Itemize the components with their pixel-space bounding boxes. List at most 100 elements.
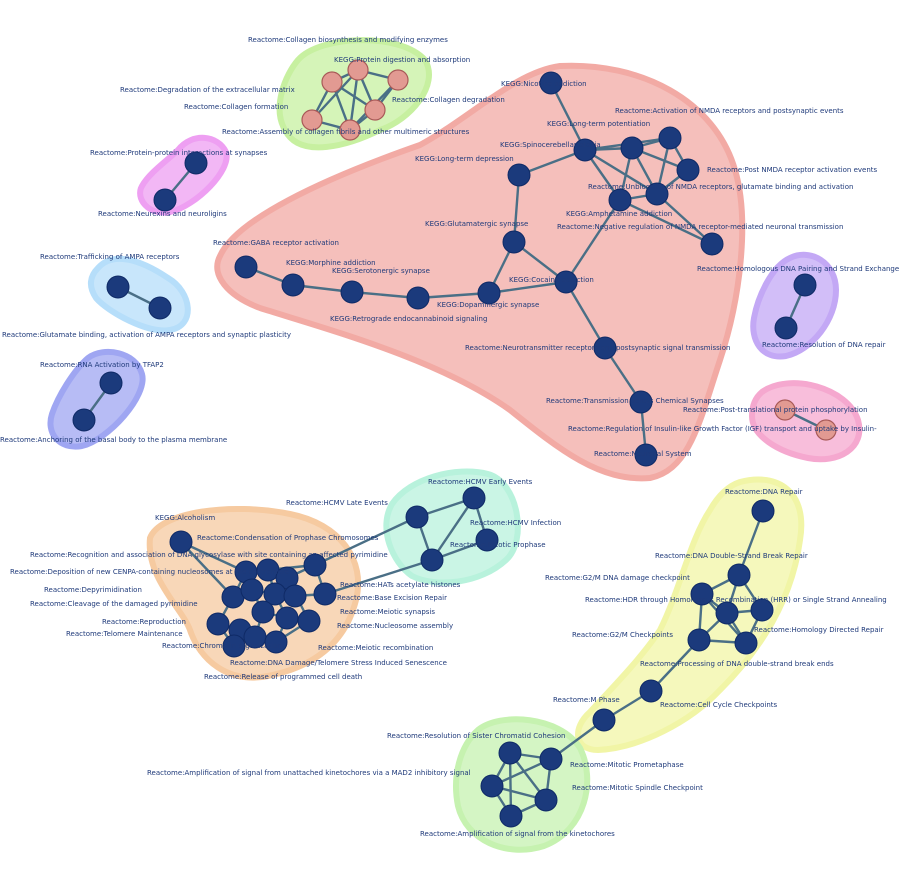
- label-serotonergic: KEGG:Serotonergic synapse: [332, 267, 430, 275]
- node-nl1[interactable]: [184, 151, 208, 175]
- node-s_amp[interactable]: [608, 188, 632, 212]
- node-am1[interactable]: [106, 275, 130, 299]
- node-k8[interactable]: [639, 679, 663, 703]
- label-depyrimidination: Reactome:Depyrimidination: [44, 586, 142, 594]
- node-kn1[interactable]: [498, 741, 522, 765]
- node-k6[interactable]: [734, 631, 758, 655]
- label-protein-interactions-synapses: Reactome:Protein-protein interactions at…: [90, 149, 268, 157]
- label-mitotic-spindle-checkpoint: Reactome:Mitotic Spindle Checkpoint: [572, 784, 703, 792]
- label-hdr-hrr: Reactome:HDR through Homologous Recombin…: [585, 596, 887, 604]
- label-base-excision-repair: Reactome:Base Excision Repair: [337, 594, 447, 602]
- node-nl2[interactable]: [153, 188, 177, 212]
- label-rna-activation-tfap2: Reactome:RNA Activation by TFAP2: [40, 361, 164, 369]
- node-s_unb[interactable]: [645, 182, 669, 206]
- node-kn3[interactable]: [480, 774, 504, 798]
- label-hcmv-early: Reactome:HCMV Early Events: [428, 478, 533, 486]
- node-p10[interactable]: [283, 584, 307, 608]
- node-c6[interactable]: [339, 119, 361, 141]
- node-am2[interactable]: [148, 296, 172, 320]
- node-k2[interactable]: [727, 563, 751, 587]
- node-ig2[interactable]: [815, 419, 837, 441]
- label-meiotic-recombination: Reactome:Meiotic recombination: [318, 644, 433, 652]
- node-s_ltp[interactable]: [573, 138, 597, 162]
- node-hc1[interactable]: [462, 486, 486, 510]
- edge-p1-p7: [179, 540, 235, 599]
- node-k7[interactable]: [687, 628, 711, 652]
- label-recognition-glycosylase: Reactome:Recognition and association of …: [30, 551, 388, 559]
- label-gaba-receptor: Reactome:GABA receptor activation: [213, 239, 339, 247]
- label-trafficking-ampa: Reactome:Trafficking of AMPA receptors: [40, 253, 180, 261]
- node-p11[interactable]: [251, 600, 275, 624]
- node-s_dop[interactable]: [477, 281, 501, 305]
- node-c3[interactable]: [387, 69, 409, 91]
- label-resolution-dna-repair: Reactome:Resolution of DNA repair: [762, 341, 886, 349]
- node-p17[interactable]: [264, 630, 288, 654]
- label-igf-regulation: Reactome:Regulation of Insulin-like Grow…: [568, 425, 877, 433]
- label-transmission-chemical-synapses: Reactome:Transmission across Chemical Sy…: [546, 397, 724, 405]
- edge-s_coc-s_dop: [487, 280, 568, 295]
- node-p13[interactable]: [297, 609, 321, 633]
- label-amphetamine: KEGG:Amphetamine addiction: [566, 210, 672, 218]
- node-hd2[interactable]: [774, 316, 798, 340]
- label-mitotic-prometaphase: Reactome:Mitotic Prometaphase: [570, 761, 684, 769]
- label-ecm-degradation: Reactome:Degradation of the extracellula…: [120, 86, 295, 94]
- node-s_ntr[interactable]: [593, 336, 617, 360]
- node-p14[interactable]: [206, 612, 230, 636]
- node-s_nmda2[interactable]: [658, 126, 682, 150]
- edge-hc4-p3: [323, 558, 434, 596]
- label-reproduction: Reactome:Reproduction: [102, 618, 186, 626]
- label-long-term-depression: KEGG:Long-term depression: [415, 155, 514, 163]
- node-s_gaba[interactable]: [234, 255, 258, 279]
- edge-s_nic-s_ltp: [549, 81, 587, 152]
- node-k4[interactable]: [715, 601, 739, 625]
- node-p8[interactable]: [240, 578, 264, 602]
- node-tf2[interactable]: [72, 408, 96, 432]
- node-p3[interactable]: [313, 582, 337, 606]
- node-s_trans[interactable]: [629, 390, 653, 414]
- node-c4[interactable]: [364, 99, 386, 121]
- node-s_coc[interactable]: [554, 270, 578, 294]
- node-kn5[interactable]: [499, 804, 523, 828]
- node-s_ltd[interactable]: [507, 163, 531, 187]
- node-s_neg[interactable]: [700, 232, 724, 256]
- node-p12[interactable]: [275, 606, 299, 630]
- label-deposition-cenpa: Reactome:Deposition of new CENPA-contain…: [10, 568, 289, 576]
- node-k1[interactable]: [751, 499, 775, 523]
- node-ig1[interactable]: [774, 399, 796, 421]
- label-dna-damage-senescence: Reactome:DNA Damage/Telomere Stress Indu…: [230, 659, 447, 667]
- node-s_glu[interactable]: [502, 230, 526, 254]
- node-s_neur[interactable]: [634, 443, 658, 467]
- label-nucleosome-assembly: Reactome:Nucleosome assembly: [337, 622, 453, 630]
- label-spinocerebellar-ataxia: KEGG:Spinocerebellar ataxia: [500, 141, 601, 149]
- node-s_sero[interactable]: [340, 280, 364, 304]
- node-s_morph[interactable]: [281, 273, 305, 297]
- node-hd1[interactable]: [793, 273, 817, 297]
- node-p1[interactable]: [169, 530, 193, 554]
- node-c5[interactable]: [301, 109, 323, 131]
- node-tf1[interactable]: [99, 371, 123, 395]
- node-hc3[interactable]: [475, 528, 499, 552]
- node-s_retro[interactable]: [406, 286, 430, 310]
- label-processing-dsb-ends: Reactome:Processing of DNA double-strand…: [640, 660, 834, 668]
- node-hc2[interactable]: [405, 505, 429, 529]
- label-mad2-amplification: Reactome:Amplification of signal from un…: [147, 769, 471, 777]
- node-k5[interactable]: [750, 598, 774, 622]
- label-programmed-cell-death: Reactome:Release of programmed cell deat…: [204, 673, 362, 681]
- node-hc4[interactable]: [420, 548, 444, 572]
- node-labels: Reactome:Collagen biosynthesis and modif…: [0, 36, 899, 838]
- node-c1[interactable]: [347, 59, 369, 81]
- node-s_nmda1[interactable]: [620, 136, 644, 160]
- label-neurotransmitter-receptors: Reactome:Neurotransmitter receptors and …: [465, 344, 730, 352]
- node-k9[interactable]: [592, 708, 616, 732]
- node-kn2[interactable]: [539, 747, 563, 771]
- node-s_nic[interactable]: [539, 71, 563, 95]
- node-c2[interactable]: [321, 71, 343, 93]
- label-hats-acetylate: Reactome:HATs acetylate histones: [340, 581, 461, 589]
- edge-hc2-p2: [313, 515, 419, 567]
- node-kn4[interactable]: [534, 788, 558, 812]
- node-k3[interactable]: [690, 582, 714, 606]
- node-p2[interactable]: [303, 553, 327, 577]
- node-s_post[interactable]: [676, 158, 700, 182]
- node-p18[interactable]: [222, 634, 246, 658]
